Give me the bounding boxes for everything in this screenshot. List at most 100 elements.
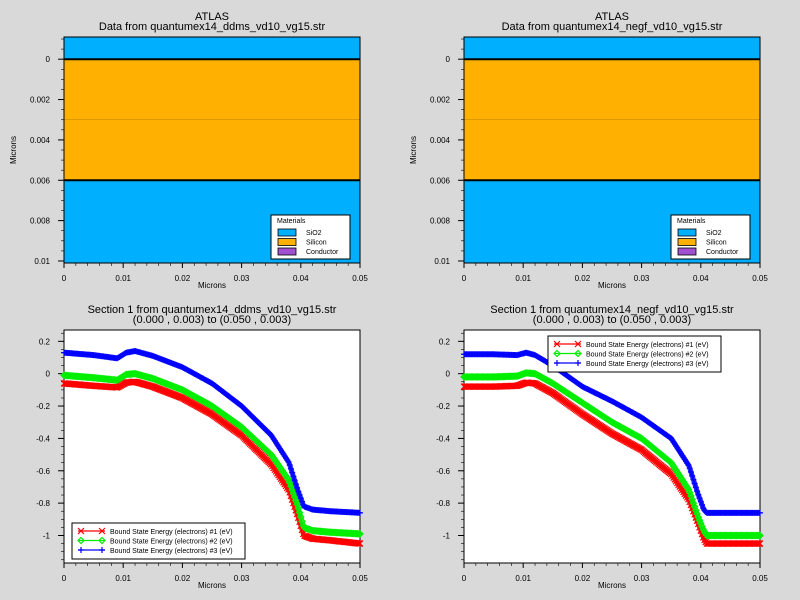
data-point <box>287 482 295 491</box>
legend-swatch-conductor <box>677 247 697 256</box>
x-tick-label: 0.03 <box>634 574 650 583</box>
data-point <box>287 465 294 472</box>
legend-swatch-silicon <box>677 238 697 246</box>
data-point <box>689 499 698 507</box>
x-tick-label: 0 <box>62 574 67 583</box>
data-point <box>553 349 561 358</box>
data-point <box>290 493 299 501</box>
y-tick-label: 0.01 <box>434 257 450 266</box>
series-2 <box>60 369 364 538</box>
data-point <box>574 349 582 358</box>
chart-subtitle: (0.000 , 0.003) to (0.050 , 0.003) <box>133 314 291 326</box>
y-tick-label: 0 <box>446 55 451 64</box>
legend-label: Bound State Energy (electrons) #3 (eV) <box>110 548 233 555</box>
data-point <box>292 481 299 488</box>
data-point <box>288 485 297 494</box>
y-axis-label: Microns <box>409 136 418 164</box>
x-tick-label: 0.03 <box>634 274 650 283</box>
data-point <box>753 531 762 540</box>
y-tick-label: -1 <box>43 531 51 540</box>
legend-label: SiO2 <box>706 230 722 237</box>
legend-label: Bound State Energy (electrons) #1 (eV) <box>586 342 709 349</box>
data-point <box>292 496 300 505</box>
legend-swatch-conductor <box>277 247 297 256</box>
data-point <box>295 488 302 495</box>
legend-label: Bound State Energy (electrons) #3 (eV) <box>586 361 709 368</box>
legend-label: Silicon <box>706 240 727 247</box>
data-point <box>695 516 704 525</box>
data-point <box>354 529 363 538</box>
data-point <box>688 495 697 504</box>
chart-title: Section 1 from quantumex14_negf_vd10_vg1… <box>490 304 734 316</box>
data-point <box>686 465 693 472</box>
y-tick-label: 0.006 <box>430 176 451 185</box>
x-tick-label: 0.02 <box>575 574 591 583</box>
data-point <box>266 430 273 437</box>
y-tick-label: 0.006 <box>30 176 51 185</box>
data-point <box>296 491 303 498</box>
y-axis-label: Microns <box>9 136 18 164</box>
chart-title: Section 1 from quantumex14_ddms_vd10_vg1… <box>88 304 337 316</box>
chart-subtitle: Data from quantumex14_negf_vd10_vg15.str <box>502 21 723 33</box>
data-point <box>757 509 763 516</box>
y-tick-label: -0.8 <box>436 499 450 508</box>
legend-label: Bound State Energy (electrons) #1 (eV) <box>110 529 233 536</box>
y-tick-label: 0.002 <box>430 96 451 105</box>
data-point <box>299 498 306 505</box>
data-point <box>111 376 120 384</box>
chart-title: ATLAS <box>595 11 629 23</box>
data-point <box>685 462 692 469</box>
legend-swatch-sio2 <box>277 228 297 237</box>
legend-title: Materials <box>277 218 306 225</box>
data-point <box>284 475 293 484</box>
legend-label: Silicon <box>306 240 327 247</box>
data-point <box>356 530 364 538</box>
data-point <box>691 480 698 487</box>
chart-subtitle: Data from quantumex14_ddms_vd10_vg15.str <box>99 21 326 33</box>
data-point <box>355 540 363 547</box>
x-tick-label: 0.05 <box>752 574 768 583</box>
series-2 <box>460 369 764 540</box>
y-tick-label: 0.004 <box>430 136 451 145</box>
x-tick-label: 0.01 <box>115 574 131 583</box>
data-point <box>286 461 293 468</box>
data-point <box>699 525 708 534</box>
y-tick-label: 0.008 <box>30 217 51 226</box>
y-tick-label: 0 <box>46 55 51 64</box>
chart-title: ATLAS <box>195 11 229 23</box>
data-point <box>754 540 761 548</box>
y-tick-label: 0 <box>446 370 451 379</box>
chart-panel-2: 0 0.01 0.02 0.03 0.04 0.05 0 0.002 0.004 0.006 0.0… <box>409 11 768 290</box>
x-tick-label: 0.03 <box>234 274 250 283</box>
x-tick-label: 0.02 <box>175 274 191 283</box>
y-tick-label: 0.01 <box>34 257 50 266</box>
legend-label: Conductor <box>706 249 739 256</box>
data-point <box>554 360 560 366</box>
data-point <box>692 506 700 515</box>
data-point <box>690 476 697 483</box>
x-tick-label: 0.05 <box>352 274 368 283</box>
data-point <box>694 513 703 522</box>
y-tick-label: -0.6 <box>436 467 450 476</box>
y-tick-label: -0.6 <box>36 467 50 476</box>
data-point <box>754 531 763 540</box>
y-tick-label: 0.2 <box>39 337 51 346</box>
data-point <box>756 531 764 540</box>
x-tick-label: 0.01 <box>115 274 131 283</box>
data-point <box>289 489 298 498</box>
data-point <box>297 495 304 502</box>
data-point <box>78 547 84 553</box>
data-point <box>697 498 704 505</box>
x-tick-label: 0 <box>62 274 67 283</box>
data-point <box>696 495 703 502</box>
series-1 <box>460 379 764 548</box>
data-point <box>695 491 702 498</box>
y-tick-label: -0.2 <box>436 402 450 411</box>
data-point <box>687 492 695 500</box>
y-tick-label: 0.004 <box>30 136 51 145</box>
data-point <box>77 536 85 545</box>
series-3 <box>461 349 763 516</box>
